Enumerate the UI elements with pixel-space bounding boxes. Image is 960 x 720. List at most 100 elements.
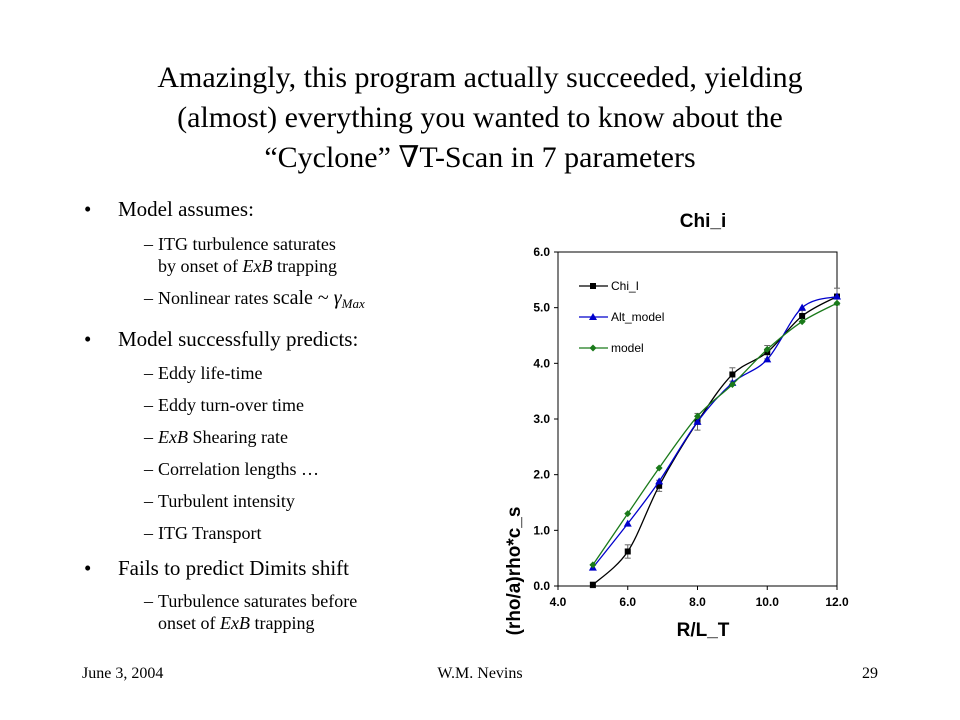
footer-author: W.M. Nevins: [437, 665, 523, 682]
legend-label-alt-model: Alt_model: [611, 310, 664, 324]
bullet-text: Model assumes:: [118, 197, 254, 221]
series-alt-model: [588, 292, 841, 571]
y-tick-label: 1.0: [533, 523, 550, 537]
bullet-model-predicts: • Model successfully predicts:: [80, 325, 480, 353]
sub-bullet-text: scale ~: [272, 287, 334, 309]
bullet-text: Fails to predict Dimits shift: [118, 556, 349, 580]
data-point-model: [624, 510, 632, 518]
series-layer: [588, 287, 841, 589]
sub-bullet-text: Nonlinear rates: [158, 288, 273, 308]
chi-i-chart: Chi_i (rho/a)rho*c_s R/L_T 0.0 1.0 2.0 3.0 4…: [504, 211, 849, 641]
y-tick-label: 4.0: [533, 356, 550, 370]
series-line-chi-i: [592, 295, 838, 586]
series-chi-i: [589, 287, 840, 589]
data-point-model: [763, 345, 771, 353]
slide-title: Amazingly, this program actually succeed…: [60, 58, 900, 178]
sub-bullet-exb-shearing: – ExB Shearing rate: [80, 426, 480, 448]
data-point-model: [728, 380, 736, 388]
title-line-2: (almost) everything you wanted to know a…: [177, 101, 783, 134]
sub-bullet-dash: –: [144, 427, 153, 447]
sub-bullet-text: Turbulence saturates before: [158, 591, 358, 611]
x-tick-label: 10.0: [756, 595, 780, 609]
sub-bullet-emphasis: ExB: [220, 613, 250, 633]
sub-bullet-dash: –: [144, 523, 153, 543]
legend-marker-model: [589, 344, 597, 352]
sub-bullet-dash: –: [144, 459, 153, 479]
sub-bullet-text: Correlation lengths …: [158, 459, 319, 479]
sub-bullet-text: Eddy turn-over time: [158, 395, 304, 415]
sub-bullet-dash: –: [144, 395, 153, 415]
sub-bullet-eddy-turnover: – Eddy turn-over time: [80, 394, 480, 416]
x-axis-label: R/L_T: [677, 620, 730, 641]
data-point-alt-model: [693, 417, 702, 425]
legend-label-chi-i: Chi_I: [611, 279, 639, 293]
sub-bullet-text: Eddy life-time: [158, 363, 263, 383]
sub-bullet-intensity: – Turbulent intensity: [80, 490, 480, 512]
x-tick-label: 8.0: [689, 595, 706, 609]
sub-bullet-text: by onset of: [158, 256, 243, 276]
sub-bullet-correlation: – Correlation lengths …: [80, 458, 480, 480]
sub-bullet-dash: –: [144, 363, 153, 383]
sub-bullet-text: ITG turbulence saturates: [158, 234, 336, 254]
sub-bullet-emphasis: ExB: [242, 256, 273, 276]
y-axis-label: (rho/a)rho*c_s: [504, 507, 525, 636]
bullet-dot: •: [84, 197, 92, 221]
chart-title: Chi_i: [680, 211, 726, 232]
data-point-model: [655, 464, 663, 472]
y-tick-label: 3.0: [533, 412, 550, 426]
bullet-dot: •: [84, 327, 92, 351]
legend-label-model: model: [611, 341, 644, 355]
y-tick-label: 5.0: [533, 301, 550, 315]
bullet-model-assumes: • Model assumes:: [80, 195, 480, 223]
data-point-model: [798, 318, 806, 326]
sub-bullet-text: Shearing rate: [187, 427, 288, 447]
subscript-max: Max: [341, 296, 365, 311]
data-point-chi-i: [589, 581, 596, 588]
title-line-3: “Cyclone” ∇T-Scan in 7 parameters: [264, 141, 696, 174]
x-tick-label: 6.0: [619, 595, 636, 609]
sub-bullet-dash: –: [144, 288, 153, 308]
bullet-dot: •: [84, 556, 92, 580]
data-point-alt-model: [763, 355, 772, 363]
legend-marker-alt-model: [589, 313, 597, 320]
sub-bullet-dash: –: [144, 234, 153, 254]
data-point-model: [589, 561, 597, 569]
data-point-alt-model: [655, 477, 664, 485]
title-line-1: Amazingly, this program actually succeed…: [157, 61, 803, 94]
y-tick-label: 0.0: [533, 579, 550, 593]
data-point-alt-model: [798, 303, 807, 311]
legend-marker-chi-i: [590, 283, 596, 289]
bullet-text: Model successfully predicts:: [118, 327, 359, 351]
footer-date: June 3, 2004: [82, 665, 164, 682]
sub-bullet-text: ITG Transport: [158, 523, 262, 543]
data-point-alt-model: [623, 519, 632, 527]
gamma-symbol: γ: [333, 287, 342, 309]
data-point-chi-i: [729, 371, 736, 378]
y-ticks: 0.0 1.0 2.0 3.0 4.0 5.0 6.0: [533, 245, 558, 593]
sub-bullet-eddy-life: – Eddy life-time: [80, 362, 480, 384]
sub-bullet-dash: –: [144, 491, 153, 511]
sub-bullet-text: Turbulent intensity: [158, 491, 295, 511]
x-ticks: 4.0 6.0 8.0 10.0 12.0: [550, 586, 849, 609]
sub-bullet-nonlinear-rates: – Nonlinear rates scale ~ γMax: [80, 287, 480, 315]
sub-bullet-dash: –: [144, 591, 153, 611]
series-line-alt-model: [592, 295, 838, 569]
series-model: [589, 299, 841, 569]
sub-bullet-text: onset of: [158, 613, 220, 633]
data-point-chi-i: [799, 313, 806, 320]
data-point-chi-i: [656, 482, 663, 489]
data-point-model: [833, 299, 841, 307]
data-point-alt-model: [833, 292, 841, 300]
series-line-model: [592, 302, 838, 566]
sub-bullet-text: trapping: [249, 613, 315, 633]
y-tick-label: 2.0: [533, 468, 550, 482]
sub-bullet-saturates-before: – Turbulence saturates before onset of E…: [80, 590, 480, 634]
data-point-model: [694, 412, 701, 420]
sub-bullet-itg-transport: – ITG Transport: [80, 522, 480, 544]
y-tick-label: 6.0: [533, 245, 550, 259]
x-tick-label: 4.0: [550, 595, 567, 609]
sub-bullet-itg-saturates: – ITG turbulence saturates by onset of E…: [80, 233, 480, 277]
data-point-chi-i: [624, 548, 631, 555]
bullet-list: • Model assumes: – ITG turbulence satura…: [80, 195, 480, 634]
